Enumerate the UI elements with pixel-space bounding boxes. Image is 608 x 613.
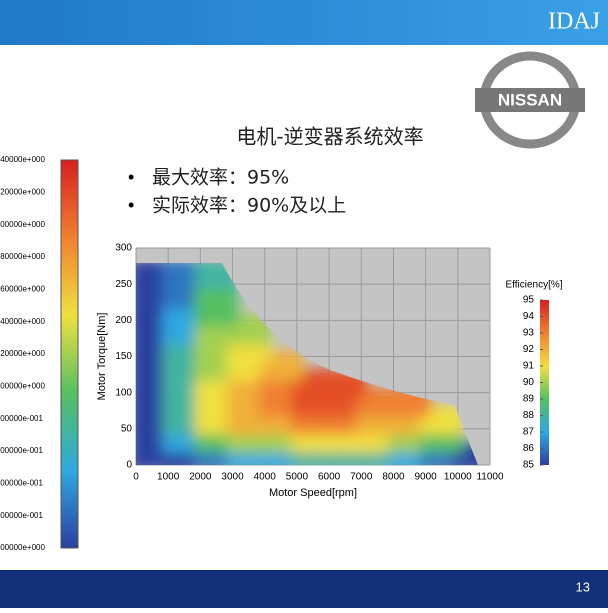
y-tick-label: 150 bbox=[115, 351, 132, 362]
x-tick-label: 6000 bbox=[318, 472, 341, 483]
y-tick-label: 200 bbox=[115, 315, 132, 326]
colorbar-tick-label: 89 bbox=[523, 394, 535, 405]
colorbar-tick-label: 91 bbox=[523, 361, 535, 372]
y-tick-label: 100 bbox=[115, 387, 132, 398]
x-tick-label: 8000 bbox=[382, 472, 405, 483]
bottom-bar bbox=[0, 570, 608, 608]
colorbar-label: .80000e+000 bbox=[0, 252, 45, 261]
x-tick-label: 2000 bbox=[189, 472, 212, 483]
bullet: 实际效率：90%及以上 bbox=[152, 195, 346, 217]
header-logo: IDAJ bbox=[548, 9, 600, 35]
colorbar-tick-label: 87 bbox=[523, 427, 535, 438]
slide-title: 电机-逆变器系统效率 bbox=[236, 125, 423, 149]
colorbar-tick-label: 95 bbox=[523, 295, 535, 306]
colorbar-title: Efficiency[%] bbox=[505, 280, 562, 291]
colorbar-label: .00000e+000 bbox=[0, 543, 45, 552]
colorbar-label: .40000e+000 bbox=[0, 155, 45, 164]
colorbar-label: .40000e+000 bbox=[0, 317, 45, 326]
colorbar-label: .00000e-001 bbox=[0, 414, 43, 423]
colorbar-tick-label: 85 bbox=[523, 460, 535, 471]
efficiency-colorbar bbox=[540, 300, 549, 465]
x-tick-label: 9000 bbox=[415, 472, 438, 483]
colorbar-label: .00000e+000 bbox=[0, 220, 45, 229]
left-colorbar bbox=[60, 159, 79, 549]
colorbar-tick-label: 92 bbox=[523, 344, 535, 355]
y-tick-label: 50 bbox=[121, 423, 133, 434]
y-axis-label: Motor Torque[Nm] bbox=[96, 313, 108, 401]
brand-logo: NISSAN bbox=[498, 90, 562, 109]
colorbar-label: .00000e-001 bbox=[0, 446, 43, 455]
colorbar-tick-label: 86 bbox=[523, 443, 535, 454]
x-tick-label: 5000 bbox=[286, 472, 309, 483]
colorbar-label: .00000e-001 bbox=[0, 478, 43, 487]
x-tick-label: 0 bbox=[133, 472, 139, 483]
x-tick-label: 4000 bbox=[254, 472, 277, 483]
page-number: 13 bbox=[576, 579, 590, 594]
x-tick-label: 7000 bbox=[350, 472, 373, 483]
colorbar-label: .60000e+000 bbox=[0, 284, 45, 293]
colorbar-label: .20000e+000 bbox=[0, 349, 45, 358]
top-bar bbox=[0, 0, 608, 45]
colorbar-label: .00000e+000 bbox=[0, 381, 45, 390]
bullet-dot: • bbox=[128, 167, 134, 187]
bullet-dot: • bbox=[128, 195, 134, 215]
x-tick-label: 10000 bbox=[444, 472, 472, 483]
y-tick-label: 0 bbox=[126, 460, 132, 471]
colorbar-tick-label: 88 bbox=[523, 410, 535, 421]
colorbar-label: .20000e+000 bbox=[0, 187, 45, 196]
x-axis-label: Motor Speed[rpm] bbox=[269, 487, 357, 499]
y-tick-label: 250 bbox=[115, 279, 132, 290]
bullet: 最大效率：95% bbox=[152, 167, 289, 189]
colorbar-label: .00000e-001 bbox=[0, 511, 43, 520]
x-tick-label: 1000 bbox=[157, 472, 180, 483]
y-tick-label: 300 bbox=[115, 243, 132, 254]
colorbar-tick-label: 90 bbox=[523, 377, 535, 388]
colorbar-tick-label: 94 bbox=[523, 311, 535, 322]
brand-band bbox=[475, 88, 585, 112]
colorbar-tick-label: 93 bbox=[523, 328, 535, 339]
x-tick-label: 11000 bbox=[476, 472, 504, 483]
x-tick-label: 3000 bbox=[221, 472, 244, 483]
